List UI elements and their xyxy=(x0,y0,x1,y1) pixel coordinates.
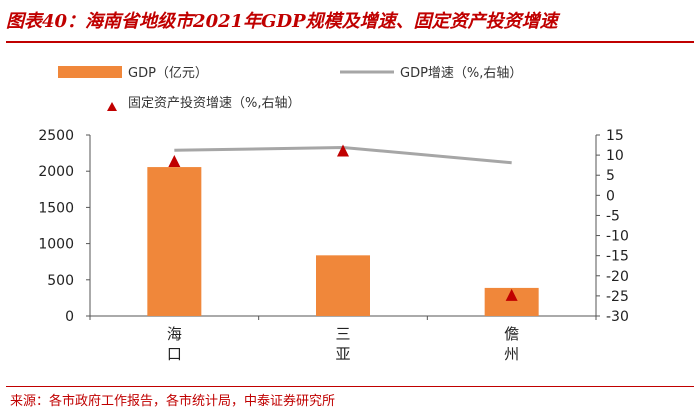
x-category-label: 州 xyxy=(504,345,519,363)
y-right-tick-label: 0 xyxy=(606,188,615,204)
bar-gdp xyxy=(147,167,202,316)
legend-label-investment: 固定资产投资增速（%,右轴） xyxy=(128,95,301,111)
x-category-label: 海 xyxy=(167,325,182,343)
y-left-tick-label: 500 xyxy=(47,273,74,289)
legend-label-gdp-growth: GDP增速（%,右轴） xyxy=(400,66,522,81)
y-right-tick-label: -5 xyxy=(606,208,620,224)
chart-source: 来源：各市政府工作报告，各市统计局，中泰证券研究所 xyxy=(10,394,336,409)
y-right-tick-label: -15 xyxy=(606,249,629,265)
title-divider xyxy=(6,41,694,43)
x-category-label: 三 xyxy=(335,325,350,343)
y-left-tick-label: 2500 xyxy=(38,128,74,144)
legend-label-gdp: GDP（亿元） xyxy=(128,66,208,81)
x-category-label: 亚 xyxy=(335,345,350,363)
chart-title: 图表40：海南省地级市2021年GDP规模及增速、固定资产投资增速 xyxy=(6,11,558,32)
marker-investment xyxy=(168,154,181,167)
y-right-tick-label: -30 xyxy=(606,309,629,325)
source-divider xyxy=(6,386,694,387)
x-category-label: 儋 xyxy=(504,325,519,343)
bar-gdp xyxy=(316,255,370,316)
y-left-tick-label: 2000 xyxy=(38,164,74,180)
y-right-tick-label: 5 xyxy=(606,168,615,184)
y-right-tick-label: 15 xyxy=(606,128,624,144)
legend-swatch-gdp xyxy=(58,66,122,78)
legend-marker-investment xyxy=(107,102,117,111)
chart: GDP（亿元） GDP增速（%,右轴） 固定资产投资增速（%,右轴） 0 500 1000… xyxy=(38,66,629,363)
y-right-tick-label: -10 xyxy=(606,229,629,245)
y-right-tick-label: -20 xyxy=(606,269,629,285)
y-right-tick-label: 10 xyxy=(606,148,624,164)
y-left-tick-label: 1000 xyxy=(38,237,74,253)
y-left-tick-label: 1500 xyxy=(38,200,74,216)
x-category-label: 口 xyxy=(167,345,182,363)
marker-investment xyxy=(337,144,349,157)
marker-investment xyxy=(505,288,518,301)
y-right-tick-label: -25 xyxy=(606,289,629,305)
y-left-tick-label: 0 xyxy=(65,309,74,325)
